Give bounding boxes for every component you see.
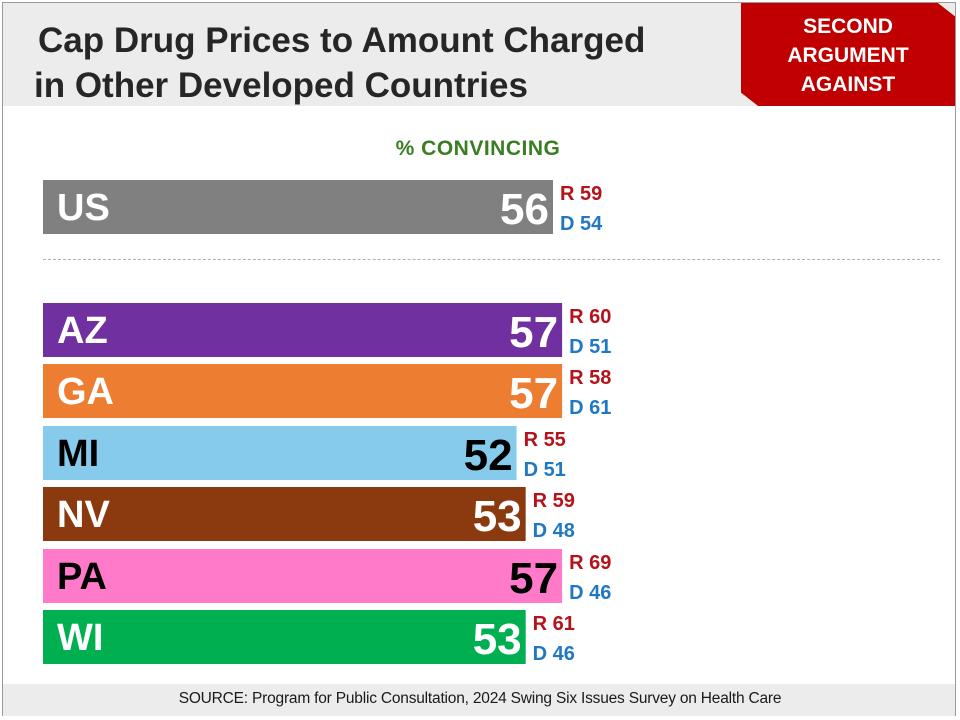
value-label-nv: 53 (473, 492, 522, 541)
value-label-mi: 52 (464, 431, 513, 480)
category-label-ga: GA (57, 371, 114, 413)
footer-band (3, 684, 955, 716)
argument-badge (741, 3, 955, 106)
democrat-label-ga: D 61 (569, 397, 611, 419)
category-label-us: US (57, 187, 110, 229)
value-label-us: 56 (500, 185, 549, 234)
bar-az (43, 303, 563, 357)
democrat-label-us: D 54 (560, 213, 603, 235)
category-label-wi: WI (57, 617, 103, 659)
value-label-az: 57 (509, 308, 558, 357)
democrat-label-mi: D 51 (524, 459, 566, 481)
bar-us (43, 180, 553, 234)
democrat-label-nv: D 48 (533, 520, 575, 542)
democrat-label-pa: D 46 (569, 582, 611, 604)
us-states-divider (43, 259, 940, 260)
category-label-az: AZ (57, 310, 108, 352)
republican-label-az: R 60 (569, 306, 611, 328)
value-label-pa: 57 (509, 554, 558, 603)
value-label-ga: 57 (509, 369, 558, 418)
title-line-1: Cap Drug Prices to Amount Charged (38, 21, 646, 60)
value-label-wi: 53 (473, 615, 522, 664)
chart-subtitle: % CONVINCING (0, 137, 960, 161)
subtitle-text: % CONVINCING (395, 137, 561, 160)
republican-label-wi: R 61 (533, 613, 575, 635)
bar-pa (43, 549, 563, 603)
badge-line-3: AGAINST (800, 73, 896, 96)
bar-wi (43, 610, 526, 664)
democrat-label-wi: D 46 (533, 643, 575, 665)
title-line-2: in Other Developed Countries (34, 66, 528, 105)
republican-label-ga: R 58 (569, 367, 611, 389)
bar-ga (43, 364, 563, 418)
bar-nv (43, 487, 526, 541)
chart-title: Cap Drug Prices to Amount Charged in Oth… (34, 18, 734, 108)
bar-mi (43, 426, 517, 480)
democrat-label-az: D 51 (569, 336, 611, 358)
argument-badge-text: SECOND ARGUMENT AGAINST (741, 12, 955, 99)
badge-line-1: SECOND (803, 15, 893, 38)
category-label-mi: MI (57, 433, 99, 475)
republican-label-mi: R 55 (524, 429, 566, 451)
republican-label-us: R 59 (560, 183, 602, 205)
category-label-pa: PA (57, 556, 107, 598)
republican-label-pa: R 69 (569, 552, 611, 574)
republican-label-nv: R 59 (533, 490, 575, 512)
badge-line-2: ARGUMENT (787, 44, 909, 67)
source-note: SOURCE: Program for Public Consultation,… (178, 690, 782, 707)
category-label-nv: NV (57, 494, 110, 536)
